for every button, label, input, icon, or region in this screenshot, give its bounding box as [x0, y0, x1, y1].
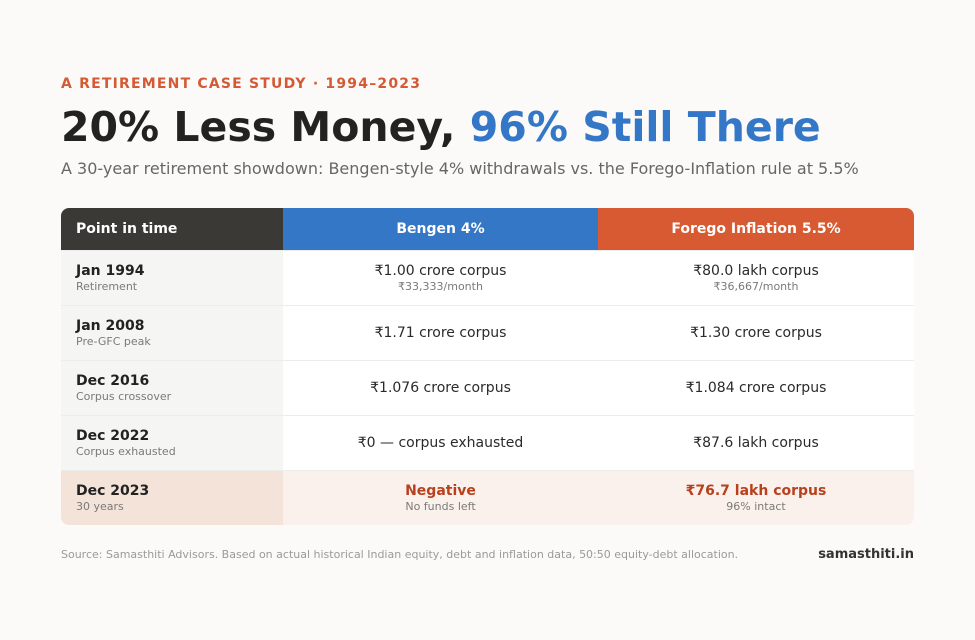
bengen-value: ₹1.076 crore corpus [370, 380, 511, 396]
forego-cell: ₹80.0 lakh corpus ₹36,667/month [598, 251, 914, 305]
bengen-value: ₹0 — corpus exhausted [357, 435, 524, 451]
row-label: Jan 1994 [76, 263, 145, 279]
bengen-cell: Negative No funds left [283, 471, 598, 525]
forego-cell: ₹1.084 crore corpus [598, 361, 914, 415]
row-label-cell: Jan 2008 Pre-GFC peak [61, 306, 283, 360]
row-label-cell: Jan 1994 Retirement [61, 251, 283, 305]
row-label: Dec 2016 [76, 373, 150, 389]
comparison-table: Point in time Bengen 4% Forego Inflation… [61, 208, 914, 525]
row-label: Dec 2023 [76, 483, 150, 499]
page-title: 20% Less Money, 96% Still There [61, 103, 821, 151]
row-sublabel: Corpus crossover [76, 390, 172, 403]
forego-subvalue: 96% intact [726, 500, 786, 513]
row-label-cell: Dec 2016 Corpus crossover [61, 361, 283, 415]
table-row: Jan 2008 Pre-GFC peak ₹1.71 crore corpus… [61, 305, 914, 360]
forego-value: ₹80.0 lakh corpus [693, 263, 819, 279]
table-row: Dec 2016 Corpus crossover ₹1.076 crore c… [61, 360, 914, 415]
forego-cell: ₹76.7 lakh corpus 96% intact [598, 471, 914, 525]
bengen-subvalue: ₹33,333/month [398, 280, 483, 293]
source-note: Source: Samasthiti Advisors. Based on ac… [61, 548, 739, 561]
row-sublabel: 30 years [76, 500, 124, 513]
table-header-row: Point in time Bengen 4% Forego Inflation… [61, 208, 914, 250]
forego-subvalue: ₹36,667/month [713, 280, 799, 293]
forego-cell: ₹87.6 lakh corpus [598, 416, 914, 470]
bengen-value: ₹1.00 crore corpus [374, 263, 507, 279]
column-header-point-in-time: Point in time [61, 208, 283, 250]
bengen-cell: ₹0 — corpus exhausted [283, 416, 598, 470]
row-label: Dec 2022 [76, 428, 150, 444]
title-part-accent: 96% Still There [469, 103, 821, 151]
bengen-subvalue: No funds left [405, 500, 476, 513]
forego-value: ₹87.6 lakh corpus [693, 435, 819, 451]
row-label: Jan 2008 [76, 318, 145, 334]
forego-value: ₹1.084 crore corpus [685, 380, 827, 396]
forego-value: ₹1.30 crore corpus [690, 325, 822, 341]
column-header-forego: Forego Inflation 5.5% [598, 208, 914, 250]
eyebrow-label: A RETIREMENT CASE STUDY · 1994–2023 [61, 76, 422, 92]
table-row: Jan 1994 Retirement ₹1.00 crore corpus ₹… [61, 250, 914, 305]
bengen-value: Negative [405, 483, 476, 499]
forego-cell: ₹1.30 crore corpus [598, 306, 914, 360]
title-part-dark: 20% Less Money, [61, 103, 470, 151]
table-row-final: Dec 2023 30 years Negative No funds left… [61, 470, 914, 525]
bengen-cell: ₹1.71 crore corpus [283, 306, 598, 360]
bengen-cell: ₹1.00 crore corpus ₹33,333/month [283, 251, 598, 305]
forego-value: ₹76.7 lakh corpus [685, 483, 827, 499]
bengen-value: ₹1.71 crore corpus [374, 325, 507, 341]
table-row: Dec 2022 Corpus exhausted ₹0 — corpus ex… [61, 415, 914, 470]
row-label-cell: Dec 2022 Corpus exhausted [61, 416, 283, 470]
column-header-bengen: Bengen 4% [283, 208, 598, 250]
row-sublabel: Corpus exhausted [76, 445, 176, 458]
page-subtitle: A 30-year retirement showdown: Bengen-st… [61, 159, 859, 178]
brand-name: samasthiti.in [818, 547, 914, 562]
row-sublabel: Pre-GFC peak [76, 335, 151, 348]
row-sublabel: Retirement [76, 280, 138, 293]
bengen-cell: ₹1.076 crore corpus [283, 361, 598, 415]
row-label-cell: Dec 2023 30 years [61, 471, 283, 525]
